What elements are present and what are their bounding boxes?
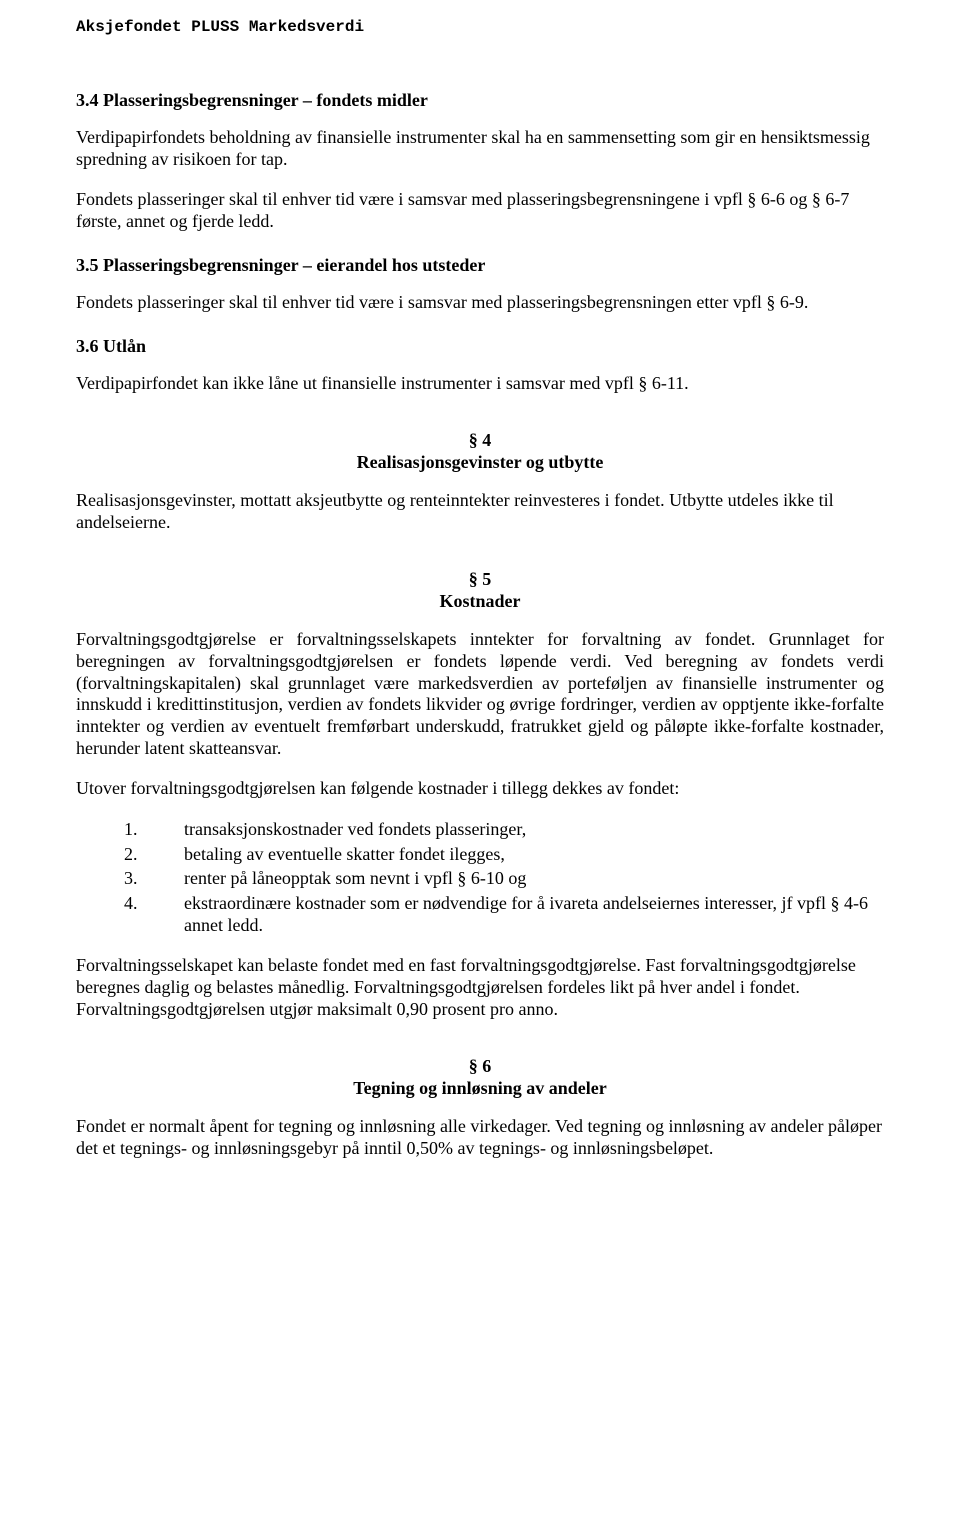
section-name: Kostnader (440, 591, 521, 611)
section-name: Tegning og innløsning av andeler (353, 1078, 606, 1098)
page-header: Aksjefondet PLUSS Markedsverdi (76, 18, 884, 36)
list-text: renter på låneopptak som nevnt i vpfl § … (184, 868, 526, 888)
paragraph: Forvaltningsgodtgjørelse er forvaltnings… (76, 629, 884, 761)
list-text: transaksjonskostnader ved fondets plasse… (184, 819, 526, 839)
section-6-title: § 6 Tegning og innløsning av andeler (76, 1055, 884, 1100)
paragraph: Utover forvaltningsgodtgjørelsen kan føl… (76, 778, 884, 800)
list-number: 2. (124, 843, 138, 866)
section-4-title: § 4 Realisasjonsgevinster og utbytte (76, 429, 884, 474)
section-number: § 5 (469, 569, 492, 589)
paragraph: Fondet er normalt åpent for tegning og i… (76, 1116, 884, 1160)
list-item: 2. betaling av eventuelle skatter fondet… (124, 843, 884, 866)
section-number: § 6 (469, 1056, 492, 1076)
list-item: 3. renter på låneopptak som nevnt i vpfl… (124, 867, 884, 890)
list-item: 4. ekstraordinære kostnader som er nødve… (124, 892, 884, 937)
paragraph: Fondets plasseringer skal til enhver tid… (76, 292, 884, 314)
list-number: 3. (124, 867, 138, 890)
document-page: Aksjefondet PLUSS Markedsverdi 3.4 Plass… (0, 0, 960, 1525)
list-number: 4. (124, 892, 138, 915)
heading-3-5: 3.5 Plasseringsbegrensninger – eierandel… (76, 255, 884, 276)
list-text: ekstraordinære kostnader som er nødvendi… (184, 893, 868, 936)
section-name: Realisasjonsgevinster og utbytte (357, 452, 604, 472)
section-number: § 4 (469, 430, 492, 450)
cost-list: 1. transaksjonskostnader ved fondets pla… (76, 818, 884, 937)
list-number: 1. (124, 818, 138, 841)
heading-3-6: 3.6 Utlån (76, 336, 884, 357)
list-item: 1. transaksjonskostnader ved fondets pla… (124, 818, 884, 841)
paragraph: Verdipapirfondet kan ikke låne ut finans… (76, 373, 884, 395)
list-text: betaling av eventuelle skatter fondet il… (184, 844, 505, 864)
section-5-title: § 5 Kostnader (76, 568, 884, 613)
heading-3-4: 3.4 Plasseringsbegrensninger – fondets m… (76, 90, 884, 111)
paragraph: Fondets plasseringer skal til enhver tid… (76, 189, 884, 233)
paragraph: Verdipapirfondets beholdning av finansie… (76, 127, 884, 171)
paragraph: Realisasjonsgevinster, mottatt aksjeutby… (76, 490, 884, 534)
paragraph: Forvaltningsselskapet kan belaste fondet… (76, 955, 884, 1021)
